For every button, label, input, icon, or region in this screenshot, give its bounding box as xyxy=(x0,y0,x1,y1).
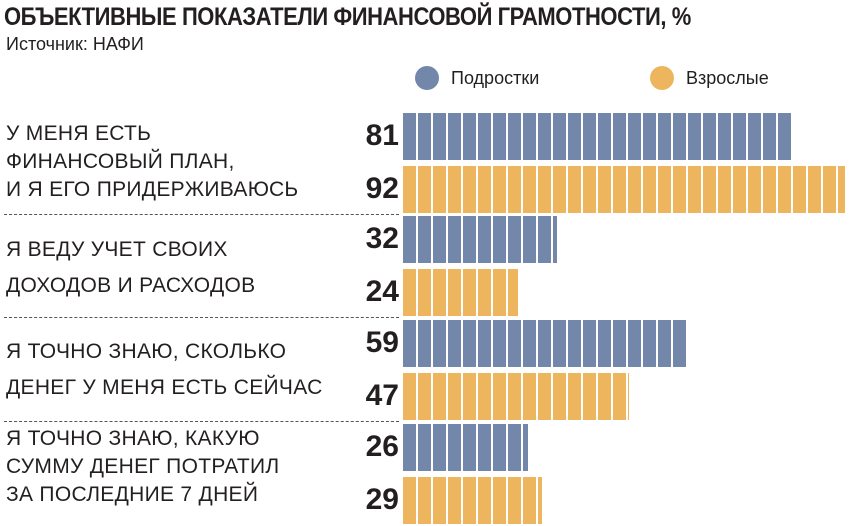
legend-item: Подростки xyxy=(415,66,539,90)
category-label: Я ВЕДУ УЧЕТ СВОИХ ДОХОДОВ И РАСХОДОВ xyxy=(6,238,256,297)
chart-source: Источник: НАФИ xyxy=(6,34,144,54)
bar-teens xyxy=(403,216,557,263)
value-label: 26 xyxy=(365,430,399,463)
bar-adults xyxy=(403,373,629,420)
chart-title: ОБЪЕКТИВНЫЕ ПОКАЗАТЕЛИ ФИНАНСОВОЙ ГРАМОТ… xyxy=(4,3,691,31)
bar-adults xyxy=(403,477,543,524)
value-label: 29 xyxy=(365,483,399,516)
group-separator xyxy=(4,421,399,422)
category-label: Я ТОЧНО ЗНАЮ, СКОЛЬКО ДЕНЕГ У МЕНЯ ЕСТЬ С… xyxy=(6,340,323,399)
bar-teens xyxy=(403,320,687,367)
bar-adults xyxy=(403,269,519,316)
category-label: У МЕНЯ ЕСТЬ ФИНАНСОВЫЙ ПЛАН, И Я ЕГО ПРИДЕ… xyxy=(6,122,299,201)
value-label: 32 xyxy=(365,222,399,255)
bar-teens xyxy=(403,113,792,160)
group-separator xyxy=(4,317,399,318)
legend-item: Взрослые xyxy=(650,66,769,90)
legend-swatch xyxy=(650,66,674,90)
legend-swatch xyxy=(415,66,439,90)
legend-label: Подростки xyxy=(451,67,540,88)
value-label: 24 xyxy=(365,275,399,308)
value-label: 47 xyxy=(365,379,399,412)
bar-adults xyxy=(403,166,845,213)
category-label: Я ТОЧНО ЗНАЮ, КАКУЮ СУММУ ДЕНЕГ ПОТРАТИЛ З… xyxy=(6,427,280,506)
value-label: 92 xyxy=(365,172,399,205)
legend-label: Взрослые xyxy=(686,67,769,88)
bar-teens xyxy=(403,424,528,471)
value-label: 59 xyxy=(365,326,399,359)
group-separator xyxy=(4,214,399,215)
value-label: 81 xyxy=(365,119,399,152)
